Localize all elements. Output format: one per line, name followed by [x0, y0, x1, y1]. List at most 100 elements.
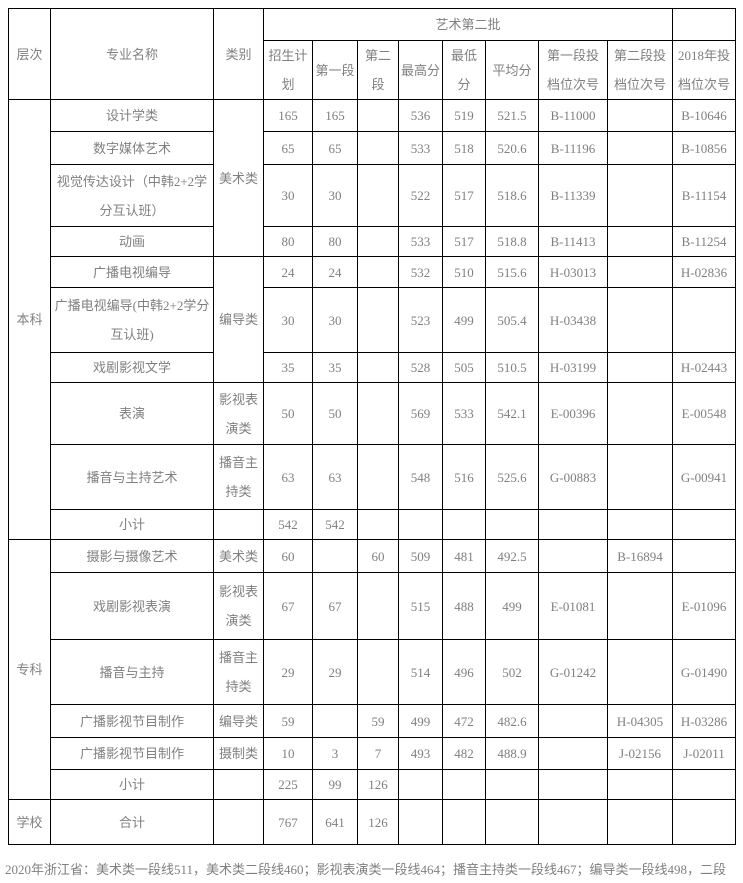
table-cell: 225	[263, 769, 313, 800]
table-cell	[606, 444, 674, 510]
table-row: 小计 225 99 126	[9, 769, 737, 800]
table-cell: H-02443	[672, 352, 737, 383]
table-cell	[357, 256, 399, 288]
table-cell	[398, 799, 443, 845]
table-cell: B-11339	[538, 164, 608, 227]
table-cell: 515.6	[485, 256, 539, 288]
table-cell: 影视表演类	[213, 382, 264, 445]
table-cell	[213, 799, 264, 845]
table-cell: 63	[263, 444, 313, 510]
table-cell: 528	[398, 352, 443, 383]
table-cell: 动画	[50, 226, 214, 257]
table-cell: B-11196	[538, 131, 608, 165]
table-cell: 521.5	[485, 99, 539, 132]
table-cell: 493	[398, 737, 443, 770]
table-cell: 515	[398, 572, 443, 640]
table-row: 表演 影视表演类 50 50 569 533 542.1 E-00396 E-00548	[9, 382, 737, 445]
table-cell: 542.1	[485, 382, 539, 445]
table-cell	[606, 769, 674, 800]
table-cell: 510.5	[485, 352, 539, 383]
table-cell	[672, 799, 737, 845]
table-cell: 523	[398, 287, 443, 353]
table-cell: 50	[263, 382, 313, 445]
column-header-cell: 第二段投档位次号	[606, 40, 674, 100]
table-cell: 482.6	[485, 704, 539, 738]
table-row: 播音与主持艺术 播音主持类 63 63 548 516 525.6 G-00883 G-0094…	[9, 444, 737, 510]
table-cell: 499	[442, 287, 486, 353]
table-cell: 7	[357, 737, 399, 770]
admission-score-table: 层次 专业名称 类别 艺术第二批 招生计划 第一段 第二段 最高分 最低分 平均分 第一段投档位次号…	[8, 8, 737, 845]
header-row-columns: 招生计划 第一段 第二段 最高分 最低分 平均分 第一段投档位次号 第二段投档位次号 2018年…	[9, 40, 737, 100]
table-cell: B-10646	[672, 99, 737, 132]
table-cell: 专科	[8, 539, 51, 800]
table-cell: 472	[442, 704, 486, 738]
table-cell: 影视表演类	[213, 572, 264, 640]
table-cell: 499	[485, 572, 539, 640]
table-cell: H-04305	[606, 704, 674, 738]
table-cell	[538, 769, 608, 800]
table-cell: 美术类	[213, 99, 264, 257]
table-cell: 488	[442, 572, 486, 640]
header-cell: 专业名称	[50, 8, 214, 100]
column-header-cell: 最低分	[442, 40, 486, 100]
table-cell: 24	[312, 256, 358, 288]
table-cell: 小计	[50, 769, 214, 800]
table-cell: 学校	[8, 799, 51, 845]
table-cell	[398, 509, 443, 540]
table-cell: 533	[398, 226, 443, 257]
table-cell: G-01490	[672, 639, 737, 705]
table-row: 学校 合计 767 641 126	[8, 799, 737, 845]
table-cell	[442, 509, 486, 540]
table-cell	[357, 382, 399, 445]
table-row: 小计 542 542	[9, 509, 737, 540]
table-cell: 767	[263, 799, 313, 845]
header-cell: 层次	[8, 8, 51, 100]
table-cell: 492.5	[485, 539, 539, 573]
table-cell: 641	[312, 799, 358, 845]
table-cell: 516	[442, 444, 486, 510]
table-row: 广播电视编导(中韩2+2学分互认班) 30 30 523 499 505.4 H-03438	[9, 287, 737, 353]
table-cell: 数字媒体艺术	[50, 131, 214, 165]
table-cell: 518.8	[485, 226, 539, 257]
column-header-cell: 招生计划	[263, 40, 313, 100]
table-cell: 视觉传达设计（中韩2+2学分互认班）	[50, 164, 214, 227]
table-cell: 488.9	[485, 737, 539, 770]
table-cell	[357, 287, 399, 353]
table-cell: 165	[312, 99, 358, 132]
table-cell: G-00883	[538, 444, 608, 510]
table-cell	[606, 382, 674, 445]
table-cell	[442, 769, 486, 800]
table-cell: J-02011	[672, 737, 737, 770]
table-cell: 522	[398, 164, 443, 227]
table-cell: H-03013	[538, 256, 608, 288]
table-cell	[485, 769, 539, 800]
table-cell	[606, 572, 674, 640]
table-cell: 编导类	[213, 256, 264, 383]
header-cell: 类别	[213, 8, 264, 100]
column-header-cell: 第一段	[312, 40, 358, 100]
table-cell	[672, 539, 737, 573]
table-cell: 29	[312, 639, 358, 705]
table-cell: E-00396	[538, 382, 608, 445]
table-cell: 533	[442, 382, 486, 445]
table-cell	[485, 799, 539, 845]
table-cell: H-02836	[672, 256, 737, 288]
column-header-cell: 第二段	[357, 40, 399, 100]
table-cell	[606, 131, 674, 165]
table-cell: 80	[263, 226, 313, 257]
table-row: 数字媒体艺术 65 65 533 518 520.6 B-11196 B-10856	[9, 131, 737, 165]
table-cell	[672, 509, 737, 540]
header-row-batch: 层次 专业名称 类别 艺术第二批	[8, 8, 737, 100]
table-cell: 播音主持类	[213, 639, 264, 705]
table-cell: B-10856	[672, 131, 737, 165]
table-cell: 519	[442, 99, 486, 132]
table-cell: 533	[398, 131, 443, 165]
table-cell: 532	[398, 256, 443, 288]
table-cell: 表演	[50, 382, 214, 445]
table-cell: 505	[442, 352, 486, 383]
table-cell: 482	[442, 737, 486, 770]
table-row: 视觉传达设计（中韩2+2学分互认班） 30 30 522 517 518.6 B-11339…	[9, 164, 737, 227]
table-cell	[357, 164, 399, 227]
table-cell	[357, 226, 399, 257]
